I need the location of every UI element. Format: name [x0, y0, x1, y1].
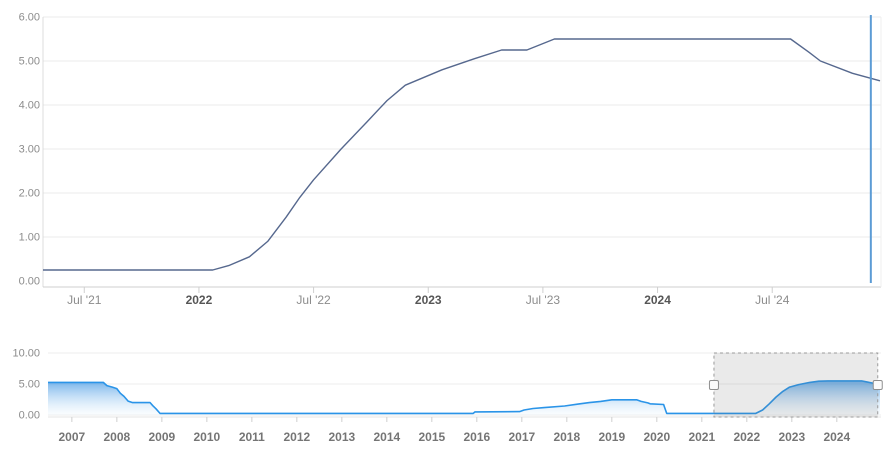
- main-x-axis-label: Jul '21: [67, 293, 102, 307]
- main-x-axis-label: Jul '24: [755, 293, 790, 307]
- main-x-axis-label: 2024: [644, 293, 671, 307]
- nav-x-axis-label: 2018: [553, 430, 580, 444]
- nav-x-axis-label: 2022: [733, 430, 760, 444]
- nav-x-axis-label: 2010: [193, 430, 220, 444]
- navigator-handle-right[interactable]: [872, 380, 883, 390]
- main-y-axis-label: 2.00: [19, 188, 40, 200]
- main-y-axis-label: 4.00: [19, 100, 40, 112]
- nav-y-axis-label: 10.00: [12, 348, 40, 360]
- main-y-axis-label: 1.00: [19, 232, 40, 244]
- nav-y-axis-label: 5.00: [19, 379, 40, 391]
- nav-x-axis-label: 2024: [823, 430, 850, 444]
- nav-x-axis-label: 2012: [283, 430, 310, 444]
- navigator-selected-range[interactable]: [713, 352, 879, 418]
- nav-x-axis-label: 2023: [778, 430, 805, 444]
- nav-x-axis-label: 2011: [239, 430, 265, 444]
- main-x-axis-label: Jul '22: [296, 293, 331, 307]
- main-chart: 6.00 5.00 4.00 3.00 2.00 1.00 0.00 Jul '21 2022 J…: [19, 12, 882, 307]
- main-x-axis-label: 2023: [415, 293, 442, 307]
- navigator-chart: 10.00 5.00 0.00 2007 2008 2009 2010 2011 2012 201…: [12, 348, 883, 444]
- navigator-handle-left[interactable]: [708, 380, 719, 390]
- nav-x-axis-label: 2009: [148, 430, 175, 444]
- main-y-axis-label: 5.00: [19, 56, 40, 68]
- nav-x-axis-label: 2013: [328, 430, 355, 444]
- nav-x-axis-label: 2007: [58, 430, 85, 444]
- main-x-axis-label: 2022: [186, 293, 213, 307]
- main-y-axis-label: 6.00: [19, 12, 40, 24]
- main-y-axis-label: 3.00: [19, 144, 40, 156]
- nav-x-axis-label: 2015: [418, 430, 445, 444]
- navigator-series-line: [48, 380, 881, 415]
- navigator-area-series: [48, 380, 880, 415]
- main-series-line: [43, 38, 881, 271]
- nav-x-axis-label: 2008: [103, 430, 130, 444]
- nav-x-axis-label: 2019: [598, 430, 625, 444]
- main-x-axis-label: Jul '23: [526, 293, 561, 307]
- nav-x-axis-label: 2016: [463, 430, 490, 444]
- nav-x-axis-label: 2021: [688, 430, 715, 444]
- main-y-axis-label: 0.00: [19, 276, 40, 288]
- nav-x-axis-label: 2014: [373, 430, 400, 444]
- nav-y-axis-label: 0.00: [19, 410, 40, 422]
- main-plot-area[interactable]: [43, 17, 880, 281]
- nav-x-axis-label: 2017: [508, 430, 535, 444]
- nav-x-axis-label: 2020: [643, 430, 670, 444]
